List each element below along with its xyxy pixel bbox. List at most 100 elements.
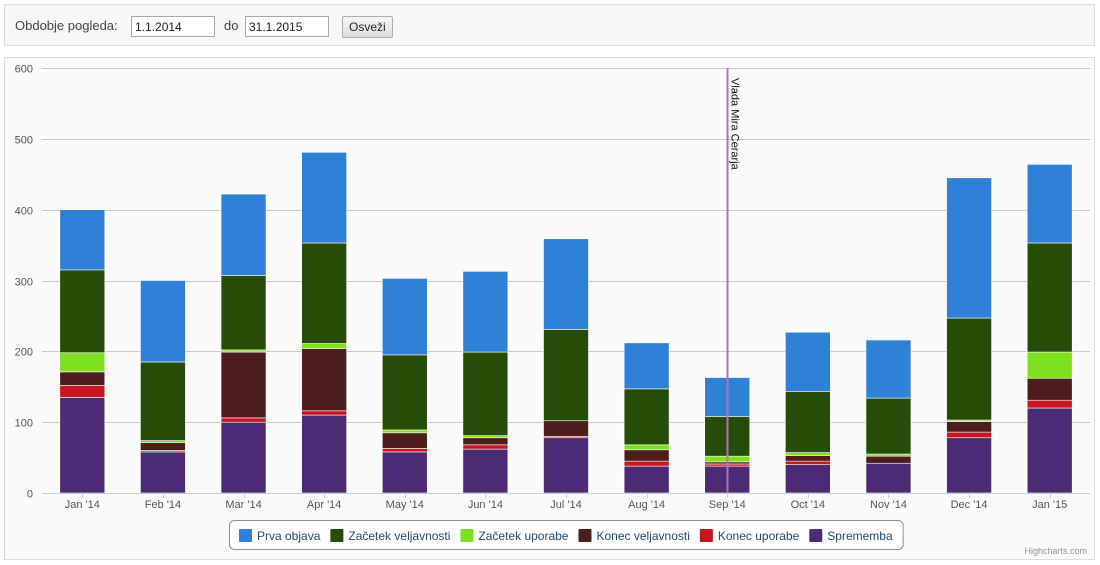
legend-item[interactable]: Začetek veljavnosti	[330, 529, 450, 543]
bar-segment	[220, 351, 267, 419]
bar-segment	[220, 275, 267, 351]
bar-segment	[59, 371, 106, 386]
bar-segment	[381, 448, 428, 453]
x-tick-label: Feb '14	[145, 499, 181, 511]
x-tick-label: Mar '14	[225, 499, 261, 511]
legend-swatch	[809, 529, 823, 542]
bar-segment	[785, 391, 831, 453]
bar-segment	[623, 449, 670, 462]
bar-segment	[623, 444, 670, 451]
bar-segment	[946, 431, 992, 439]
credits-text[interactable]: Highcharts.com	[1024, 546, 1087, 556]
bar-segment	[301, 410, 347, 416]
y-tick-label: 500	[15, 135, 33, 147]
bar-segment	[220, 349, 267, 353]
x-tick-label: Jan '14	[65, 499, 100, 511]
legend-item[interactable]: Začetek uporabe	[460, 529, 569, 543]
bar-segment	[865, 462, 912, 494]
bar-segment	[59, 269, 106, 354]
x-tick-label: Oct '14	[791, 499, 826, 511]
bar-segment	[785, 464, 831, 494]
bar-segment	[140, 440, 186, 444]
to-label: do	[224, 18, 239, 33]
bar-segment	[381, 432, 428, 449]
legend-label: Sprememba	[827, 529, 893, 543]
axes: 0 100 200 300 400 500 600 Jan '14 Feb '14 Mar '14…	[15, 64, 1090, 511]
bar-segment	[1026, 164, 1073, 244]
bar-segment	[140, 361, 186, 441]
bar-segment	[301, 151, 347, 244]
bar-segment	[785, 331, 831, 393]
bar-segment	[1026, 407, 1073, 494]
legend-item[interactable]: Konec veljavnosti	[578, 529, 690, 543]
bar-segment	[301, 242, 347, 344]
bar-segment	[381, 354, 428, 431]
y-tick-label: 600	[15, 64, 33, 76]
y-tick-label: 300	[15, 277, 33, 289]
legend-box	[229, 520, 904, 550]
bar-segment	[59, 352, 106, 373]
bar-segment	[462, 448, 509, 494]
bar-segment	[381, 429, 428, 434]
legend-label: Konec veljavnosti	[596, 529, 689, 543]
x-tick-label: Nov '14	[870, 499, 907, 511]
bar-segment	[462, 437, 509, 446]
legend-item[interactable]: Konec uporabe	[699, 529, 800, 543]
legend-label: Začetek veljavnosti	[348, 529, 450, 543]
bar-segment	[462, 270, 509, 353]
bar-segment	[220, 417, 267, 423]
bar-segment	[220, 421, 267, 494]
y-tick-label: 0	[27, 489, 33, 501]
bar-segment	[59, 385, 106, 398]
bars	[59, 151, 1073, 494]
bar-segment	[59, 209, 106, 271]
bar-segment	[140, 442, 186, 451]
bar-segment	[381, 278, 428, 356]
bar-segment	[865, 339, 912, 399]
bar-segment	[543, 329, 589, 422]
plot-line-label: Vlada Mira Cerarja	[729, 78, 741, 171]
bar-segment	[140, 280, 186, 363]
bar-segment	[623, 465, 670, 494]
bar-segment	[301, 343, 347, 349]
bar-segment	[462, 444, 509, 450]
bar-segment	[543, 238, 589, 330]
stacked-bar-chart: Vlada Mira Cerarja 0 100 200 300 400 500 600 Ja…	[15, 64, 1090, 556]
legend-swatch	[239, 529, 252, 542]
x-tick-label: Jul '14	[550, 499, 581, 511]
bar-segment	[946, 177, 992, 319]
bar-segment	[946, 421, 992, 433]
y-tick-label: 100	[15, 418, 33, 430]
bar-segment	[1026, 377, 1073, 401]
bar-segment	[1026, 351, 1073, 379]
refresh-button[interactable]: Osveži	[342, 16, 393, 38]
legend-swatch	[460, 529, 474, 542]
bar-segment	[381, 451, 428, 494]
x-tick-label: Dec '14	[951, 499, 988, 511]
bar-segment	[623, 388, 670, 446]
legend-item[interactable]: Prva objava	[239, 529, 321, 543]
legend: Prva objava Začetek veljavnosti Začetek up…	[229, 520, 904, 550]
bar-segment	[543, 437, 589, 494]
legend-item[interactable]: Sprememba	[809, 529, 893, 543]
bar-segment	[785, 455, 831, 462]
y-tick-label: 400	[15, 206, 33, 218]
x-tick-label: Sep '14	[709, 499, 746, 511]
bar-segment	[623, 460, 670, 467]
bar-segment	[1026, 399, 1073, 409]
date-to-input[interactable]	[245, 16, 329, 37]
plot-line-group: Vlada Mira Cerarja	[726, 68, 741, 493]
bar-segment	[865, 453, 912, 457]
date-from-input[interactable]	[131, 16, 215, 37]
x-tick-label: May '14	[386, 499, 424, 511]
bar-segment	[543, 420, 589, 437]
bar-segment	[1026, 242, 1073, 353]
bar-segment	[785, 452, 831, 456]
bar-segment	[462, 351, 509, 436]
bar-segment	[623, 342, 670, 390]
legend-label: Konec uporabe	[718, 529, 800, 543]
x-tick-label: Jan '15	[1032, 499, 1067, 511]
filter-panel: Obdobje pogleda: do Osveži	[4, 4, 1095, 46]
legend-label: Začetek uporabe	[478, 529, 568, 543]
bar-segment	[785, 460, 831, 465]
